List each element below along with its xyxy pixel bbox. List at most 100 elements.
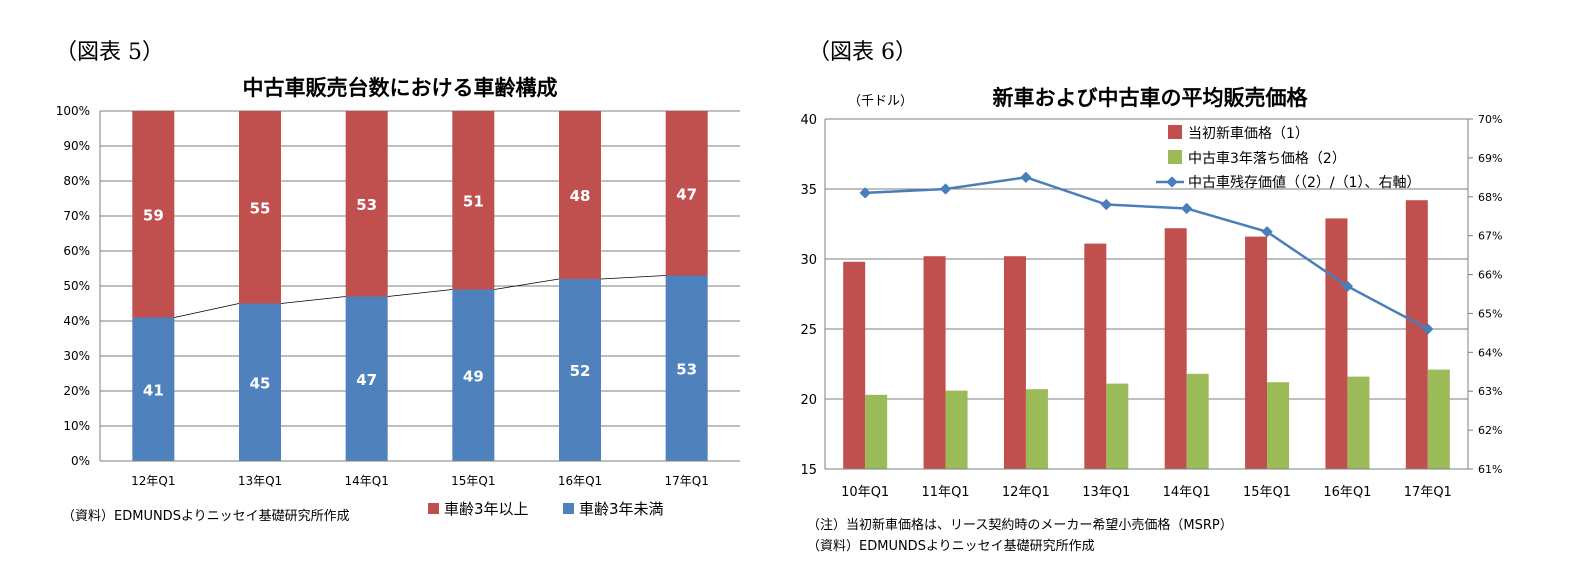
- y-tick-label: 40%: [63, 314, 90, 328]
- residual-value-point: [939, 183, 952, 195]
- bar-new-car-price: [1325, 218, 1348, 469]
- y2-tick-label: 68%: [1478, 191, 1502, 204]
- bar-under-3-years: [345, 296, 388, 461]
- combo-bar-line-chart: 15 20 25 30 35 40 61% 62% 63% 64% 65% 66% 67% 68% 69% 7…: [800, 113, 1502, 500]
- data-label: 41: [143, 381, 164, 399]
- data-label: 59: [143, 206, 164, 224]
- legend-marker: [1166, 176, 1178, 188]
- bar-new-car-price: [1164, 228, 1187, 469]
- y2-tick-label: 67%: [1478, 230, 1502, 243]
- bar-3-years-or-more: [452, 111, 495, 290]
- chart-1-title: 中古車販売台数における車齢構成: [242, 76, 558, 100]
- x-tick-label: 10年Q1: [841, 485, 889, 500]
- legend-label: 中古車3年落ち価格（2）: [1188, 150, 1346, 167]
- y-tick-label: 20: [800, 393, 817, 408]
- x-tick-label: 15年Q1: [1243, 485, 1291, 500]
- bar-used-car-price: [1186, 373, 1209, 469]
- residual-value-point: [1100, 198, 1112, 211]
- residual-value-point: [1020, 171, 1032, 183]
- y2-tick-label: 61%: [1478, 463, 1502, 476]
- data-label: 51: [463, 192, 484, 210]
- y2-tick-label: 62%: [1478, 424, 1502, 437]
- bar-used-car-price: [865, 394, 888, 469]
- y-tick-label: 25: [800, 323, 817, 338]
- bar-3-years-or-more: [559, 111, 601, 279]
- data-label: 53: [356, 196, 377, 214]
- data-label: 48: [570, 187, 591, 205]
- data-label: 55: [250, 199, 271, 217]
- figure-5-label: （図表 5）: [55, 40, 164, 65]
- y-tick-label: 100%: [56, 104, 90, 118]
- y-tick-label: 30: [800, 253, 817, 268]
- x-tick-label: 13年Q1: [1082, 485, 1130, 500]
- residual-value-point: [1261, 226, 1273, 238]
- residual-value-point: [1181, 202, 1193, 215]
- y-tick-label: 35: [800, 183, 817, 198]
- x-tick-label: 13年Q1: [238, 474, 282, 488]
- y2-tick-label: 66%: [1478, 269, 1502, 282]
- stacked-bar-chart: 0% 10% 20% 30% 40% 50% 60% 70% 80% 90% 100% 41 59 12年…: [56, 104, 740, 518]
- chart-2-title: 新車および中古車の平均販売価格: [992, 86, 1308, 110]
- y-tick-label: 90%: [63, 139, 90, 153]
- y2-tick-label: 70%: [1478, 113, 1502, 126]
- x-tick-label: 14年Q1: [344, 474, 388, 488]
- bar-3-years-or-more: [239, 111, 281, 304]
- y-tick-label: 0%: [71, 454, 90, 468]
- data-label: 49: [463, 367, 484, 385]
- x-tick-label: 15年Q1: [451, 474, 495, 488]
- x-tick-label: 17年Q1: [664, 474, 708, 488]
- bar-under-3-years: [559, 279, 601, 461]
- residual-value-line: [865, 176, 1429, 331]
- y-tick-label: 20%: [63, 384, 90, 398]
- series-lines: [600, 275, 666, 280]
- bar-used-car-price: [1427, 369, 1450, 469]
- y2-tick-label: 65%: [1478, 307, 1502, 320]
- y-tick-label: 80%: [63, 174, 90, 188]
- series-lines: [174, 303, 240, 318]
- legend-label: 中古車残存価値（（2）/（1）、右軸）: [1188, 174, 1421, 191]
- bar-under-3-years: [452, 289, 495, 461]
- bar-used-car-price: [1347, 376, 1370, 469]
- legend-label: 車齢3年以上: [444, 500, 529, 518]
- bar-3-years-or-more: [665, 111, 708, 276]
- bar-under-3-years: [132, 317, 175, 461]
- y-tick-label: 60%: [63, 244, 90, 258]
- y-tick-label: 10%: [63, 419, 90, 433]
- y-tick-label: 40: [800, 113, 817, 128]
- series-lines: [280, 296, 346, 304]
- bar-under-3-years: [665, 275, 708, 461]
- y2-tick-label: 64%: [1478, 346, 1502, 359]
- bar-new-car-price: [1003, 256, 1026, 469]
- bar-used-car-price: [1025, 389, 1048, 469]
- y-tick-label: 50%: [63, 279, 90, 293]
- data-label: 45: [250, 374, 271, 392]
- y2-tick-label: 63%: [1478, 385, 1502, 398]
- x-tick-label: 16年Q1: [1323, 485, 1371, 500]
- bar-used-car-price: [1267, 382, 1290, 469]
- legend-swatch: [563, 503, 574, 514]
- data-label: 53: [676, 360, 697, 378]
- legend-label: 車齢3年未満: [579, 500, 664, 518]
- x-tick-label: 11年Q1: [922, 485, 970, 500]
- x-tick-label: 16年Q1: [558, 474, 602, 488]
- chart-2-unit-label: （千ドル）: [848, 94, 914, 109]
- y-tick-label: 70%: [63, 209, 90, 223]
- bar-new-car-price: [1245, 236, 1268, 469]
- y-tick-label: 30%: [63, 349, 90, 363]
- y2-tick-label: 69%: [1478, 152, 1502, 165]
- x-tick-label: 12年Q1: [131, 474, 175, 488]
- x-tick-label: 17年Q1: [1404, 485, 1452, 500]
- residual-value-point: [1341, 280, 1354, 292]
- bar-3-years-or-more: [345, 111, 388, 297]
- bar-new-car-price: [923, 256, 946, 469]
- legend-swatch: [1168, 125, 1182, 139]
- bar-3-years-or-more: [132, 111, 175, 318]
- bar-under-3-years: [239, 303, 281, 461]
- chart-1-source-note: （資料）EDMUNDSよりニッセイ基礎研究所作成: [62, 509, 350, 524]
- y-tick-label: 15: [800, 463, 817, 478]
- legend-swatch: [428, 503, 439, 514]
- chart-2-source-note: （資料）EDMUNDSよりニッセイ基礎研究所作成: [807, 539, 1095, 554]
- bar-new-car-price: [843, 261, 866, 469]
- series-lines: [494, 278, 560, 290]
- series-lines: [387, 289, 453, 297]
